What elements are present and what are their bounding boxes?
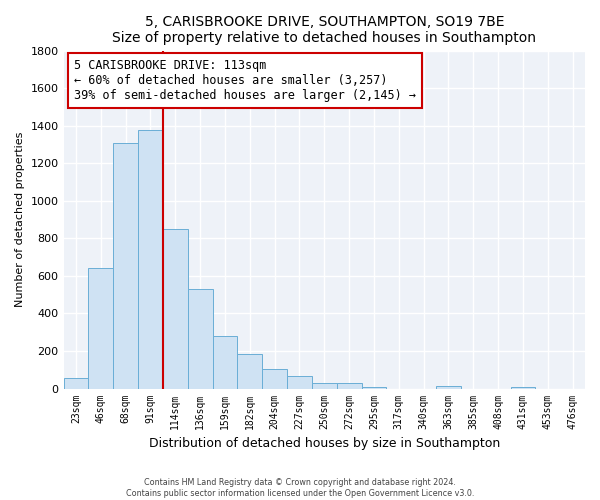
- Bar: [511, 387, 535, 388]
- Bar: [312, 383, 337, 388]
- Bar: [238, 354, 262, 388]
- X-axis label: Distribution of detached houses by size in Southampton: Distribution of detached houses by size …: [149, 437, 500, 450]
- Bar: [163, 229, 188, 388]
- Bar: [113, 142, 138, 388]
- Bar: [64, 378, 88, 388]
- Text: 5 CARISBROOKE DRIVE: 113sqm
← 60% of detached houses are smaller (3,257)
39% of : 5 CARISBROOKE DRIVE: 113sqm ← 60% of det…: [74, 59, 416, 102]
- Bar: [138, 130, 163, 388]
- Bar: [262, 369, 287, 388]
- Bar: [362, 387, 386, 388]
- Bar: [212, 336, 238, 388]
- Text: Contains HM Land Registry data © Crown copyright and database right 2024.
Contai: Contains HM Land Registry data © Crown c…: [126, 478, 474, 498]
- Title: 5, CARISBROOKE DRIVE, SOUTHAMPTON, SO19 7BE
Size of property relative to detache: 5, CARISBROOKE DRIVE, SOUTHAMPTON, SO19 …: [112, 15, 536, 45]
- Bar: [337, 384, 362, 388]
- Y-axis label: Number of detached properties: Number of detached properties: [15, 132, 25, 307]
- Bar: [436, 386, 461, 388]
- Bar: [287, 376, 312, 388]
- Bar: [88, 268, 113, 388]
- Bar: [188, 289, 212, 388]
